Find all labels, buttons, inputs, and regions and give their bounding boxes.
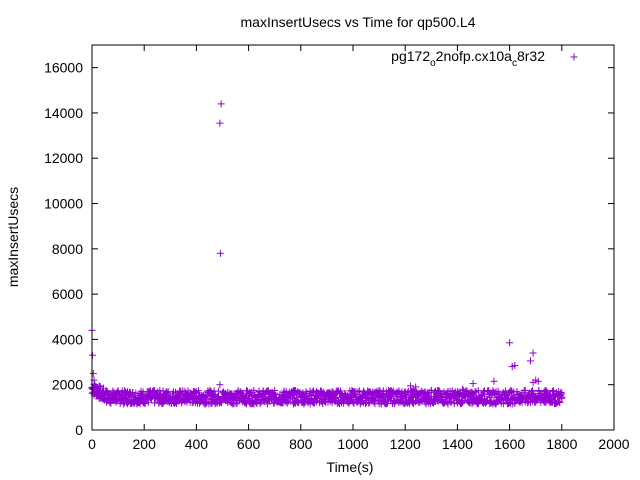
x-tick-label: 1200: [390, 436, 421, 452]
data-point: [526, 357, 534, 365]
data-point: [346, 398, 354, 406]
x-tick-label: 1600: [494, 436, 525, 452]
data-point: [406, 382, 414, 390]
y-tick-label: 16000: [44, 60, 83, 76]
plot-frame: [91, 44, 615, 431]
data-point: [474, 387, 482, 395]
data-points: [88, 100, 566, 408]
y-tick-label: 10000: [44, 196, 83, 212]
data-point: [558, 394, 566, 402]
data-point: [446, 397, 454, 405]
data-point: [402, 392, 410, 400]
data-point: [256, 400, 264, 408]
data-point: [89, 369, 97, 377]
data-point: [427, 386, 435, 394]
data-point: [107, 399, 115, 407]
data-point: [141, 400, 149, 408]
x-tick-label: 400: [185, 436, 209, 452]
data-point: [543, 388, 551, 396]
data-point: [271, 386, 279, 394]
x-tick-label: 200: [133, 436, 157, 452]
data-point: [144, 398, 152, 406]
data-point: [216, 119, 224, 127]
data-point: [529, 349, 537, 357]
y-tick-label: 8000: [52, 241, 83, 257]
x-tick-label: 600: [237, 436, 261, 452]
y-tick-label: 6000: [52, 286, 83, 302]
data-point: [95, 388, 103, 395]
data-point: [529, 387, 537, 395]
data-point: [216, 249, 224, 257]
data-point: [507, 387, 515, 395]
x-tick-label: 1800: [546, 436, 577, 452]
legend-label: pg172o2nofp.cx10ac8r32: [391, 48, 545, 69]
data-point: [308, 388, 316, 396]
data-point: [469, 380, 477, 388]
y-tick-label: 12000: [44, 150, 83, 166]
data-point: [529, 378, 537, 386]
data-point: [395, 387, 403, 395]
data-point: [534, 377, 542, 385]
data-point: [89, 351, 97, 359]
legend: pg172o2nofp.cx10ac8r32: [391, 48, 578, 69]
data-point: [471, 388, 479, 396]
data-point: [410, 387, 418, 395]
data-point: [548, 387, 556, 395]
legend-marker: [570, 53, 578, 61]
data-point: [331, 394, 339, 402]
data-point: [203, 394, 211, 402]
data-point: [283, 398, 291, 406]
data-point: [248, 391, 256, 399]
data-point: [217, 100, 225, 108]
data-point: [210, 392, 218, 400]
data-point: [247, 390, 255, 398]
data-point: [490, 377, 498, 385]
data-point: [217, 399, 225, 407]
y-tick-label: 0: [75, 422, 83, 438]
x-tick-label: 0: [88, 436, 96, 452]
data-point: [216, 381, 224, 389]
data-point: [412, 383, 420, 391]
y-axis-label: maxInsertUsecs: [5, 187, 21, 287]
data-point: [250, 386, 258, 394]
data-point: [214, 387, 222, 395]
x-tick-label: 2000: [598, 436, 629, 452]
data-point: [459, 385, 467, 393]
data-point: [435, 397, 443, 405]
data-point: [101, 391, 109, 399]
data-point: [555, 398, 563, 406]
x-tick-label: 1000: [337, 436, 368, 452]
data-point: [163, 389, 171, 397]
x-axis-label: Time(s): [327, 459, 374, 475]
data-point: [556, 398, 564, 406]
chart-title: maxInsertUsecs vs Time for qp500.L4: [241, 14, 476, 30]
axis-ticks: 0 200 400 600 800 1000 1200 1400 1600 1800 2000 0 20…: [44, 45, 630, 452]
x-tick-label: 1400: [442, 436, 473, 452]
data-point: [129, 388, 137, 396]
data-point: [506, 339, 514, 347]
data-point: [105, 390, 113, 398]
legend-marker-glyph: [570, 53, 578, 61]
data-point: [521, 387, 529, 395]
data-point: [511, 361, 519, 369]
y-tick-label: 14000: [44, 105, 83, 121]
data-point: [294, 397, 302, 405]
data-point: [481, 392, 489, 400]
y-tick-label: 2000: [52, 377, 83, 393]
x-tick-label: 800: [289, 436, 313, 452]
y-tick-label: 4000: [52, 331, 83, 347]
